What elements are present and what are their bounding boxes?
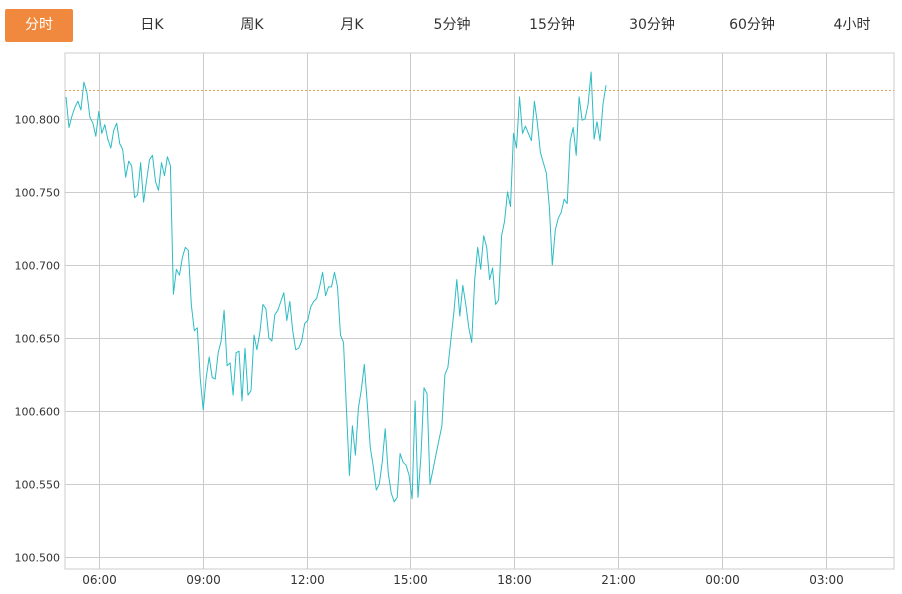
x-tick-label: 06:00 (82, 573, 117, 587)
tab-5-minute[interactable]: 5分钟 (433, 17, 471, 33)
y-axis-labels: 100.800 100.750 100.700 100.650 100.600 100.5… (15, 114, 61, 565)
intraday-price-chart: 100.800 100.750 100.700 100.650 100.600 100.5… (15, 52, 895, 587)
tab-daily-k[interactable]: 日K (140, 17, 164, 33)
y-tick-label: 100.700 (15, 260, 61, 273)
tab-weekly-k[interactable]: 周K (240, 17, 264, 33)
tab-4-hour[interactable]: 4小时 (833, 17, 871, 33)
y-tick-label: 100.500 (15, 552, 61, 565)
period-tabs: 分时 日K 周K 月K 5分钟 15分钟 30分钟 60分钟 4小时 (0, 0, 902, 44)
x-tick-label: 12:00 (290, 573, 325, 587)
x-tick-label: 15:00 (393, 573, 428, 587)
y-tick-label: 100.650 (15, 333, 61, 346)
x-tick-label: 09:00 (186, 573, 221, 587)
y-tick-label: 100.800 (15, 114, 61, 127)
x-tick-label: 18:00 (497, 573, 532, 587)
y-tick-label: 100.600 (15, 406, 61, 419)
tab-30-minute[interactable]: 30分钟 (629, 17, 675, 33)
x-tick-label: 21:00 (601, 573, 636, 587)
x-tick-label: 00:00 (705, 573, 740, 587)
y-tick-label: 100.750 (15, 187, 61, 200)
chart-frame (64, 52, 895, 570)
tab-intraday[interactable]: 分时 (5, 9, 73, 42)
chart-grid (64, 52, 895, 570)
y-tick-label: 100.550 (15, 479, 61, 492)
tab-15-minute[interactable]: 15分钟 (529, 17, 575, 33)
x-axis-labels: 06:00 09:00 12:00 15:00 18:00 21:00 00:00 03:00 (82, 573, 844, 587)
tab-monthly-k[interactable]: 月K (340, 17, 364, 33)
tab-60-minute[interactable]: 60分钟 (729, 17, 775, 33)
price-line (65, 71, 607, 503)
x-tick-label: 03:00 (809, 573, 844, 587)
